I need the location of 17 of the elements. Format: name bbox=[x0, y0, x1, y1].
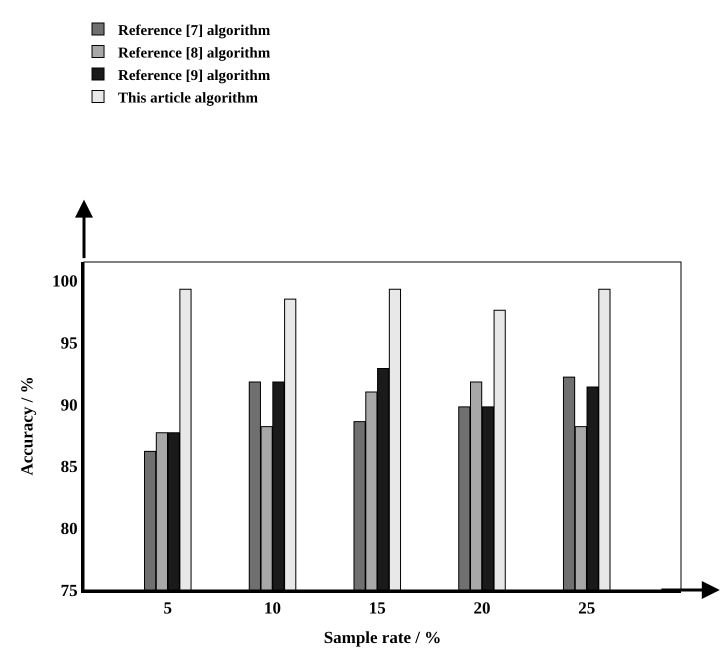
x-tick-label: 5 bbox=[164, 598, 172, 618]
x-tick-label: 25 bbox=[578, 598, 596, 618]
legend-label: Reference [7] algorithm bbox=[118, 22, 271, 39]
y-axis-title: Accuracy / % bbox=[18, 376, 37, 476]
legend-label: Reference [9] algorithm bbox=[118, 68, 271, 84]
x-tick-label: 15 bbox=[368, 598, 386, 618]
y-tick-label: 80 bbox=[60, 519, 78, 538]
legend-label: Reference [8] algorithm bbox=[118, 45, 271, 62]
x-tick-label: 10 bbox=[264, 598, 282, 618]
x-tick-label: 20 bbox=[474, 598, 490, 618]
x-axis-title: Sample rate / % bbox=[324, 628, 442, 647]
y-tick-label: 75 bbox=[60, 580, 78, 600]
y-tick-label: 85 bbox=[60, 457, 78, 476]
legend-label: This article algorithm bbox=[118, 90, 259, 106]
y-tick-label: 100 bbox=[52, 272, 78, 291]
y-tick-label: 95 bbox=[60, 333, 78, 352]
y-tick-label: 90 bbox=[60, 395, 78, 414]
